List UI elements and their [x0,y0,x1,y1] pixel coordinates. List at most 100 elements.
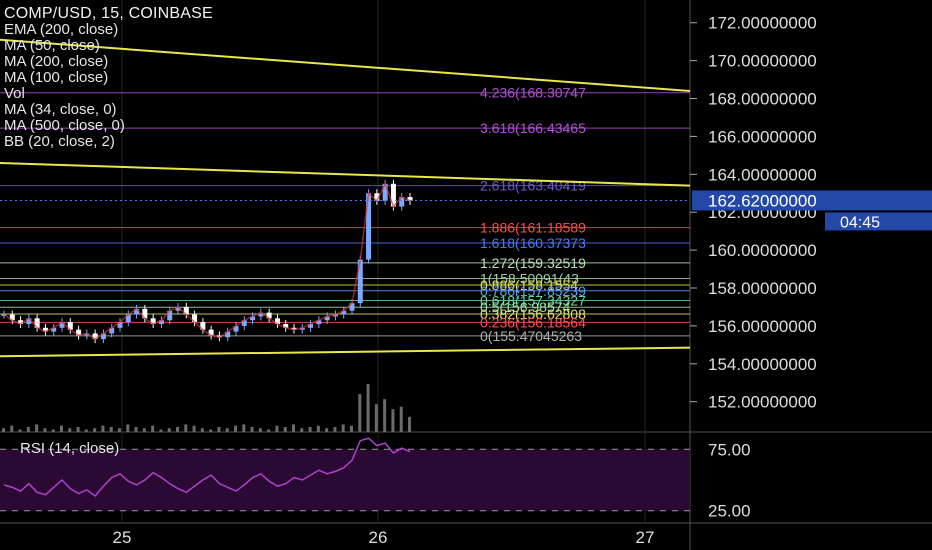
indicator-ma500[interactable]: MA (500, close, 0) [4,117,125,134]
y-tick-label: 170.00000000 [708,52,817,71]
y-tick-label: 160.00000000 [708,241,817,260]
volume-bar [26,426,30,432]
indicator-ma200[interactable]: MA (200, close) [4,53,109,70]
volume-bar [333,426,337,432]
candle-body [117,322,123,328]
volume-bar [151,425,155,432]
volume-bar [84,429,88,432]
time-axis: 25 26 27 [113,528,655,547]
candle-body [208,329,214,336]
volume-bar [51,429,55,432]
candle-body [374,193,380,201]
candle-body [250,316,256,321]
y-tick-label: 152.00000000 [708,393,817,412]
fib-label: 0.382(156.62808 [480,306,586,322]
fib-label: 1(158.50091(43 [480,271,579,287]
y-tick-label: 168.00000000 [708,90,817,109]
rsi-legend[interactable]: RSI (14, close) [20,440,120,457]
indicator-ma50[interactable]: MA (50, close) [4,37,100,54]
candle-body [233,325,239,332]
candle-body [241,320,247,326]
volume-bar [408,416,411,432]
candle-body [332,314,338,317]
volume-bar [167,428,171,432]
volume-bar [391,409,395,432]
indicator-ma100[interactable]: MA (100, close) [4,69,109,86]
candle-body [142,308,148,319]
candle-body [84,333,90,336]
candle-body [357,259,363,304]
volume-bar [126,424,130,432]
candle-body [125,314,131,323]
symbol-title: COMP/USD, 15, COINBASE [4,5,213,22]
volume-bar [60,425,63,432]
candle-body [183,306,189,315]
candle-body [407,197,413,201]
fib-label: 0.886(158.1554 [480,277,578,293]
candle-body [324,316,330,321]
volume-bar [258,428,262,432]
volume-bar [358,394,362,432]
indicator-ma34[interactable]: MA (34, close, 0) [4,101,117,118]
candle-body [18,320,24,324]
candle-body [51,327,57,332]
countdown-label: 04:45 [840,214,880,231]
volume-bar [142,428,146,432]
countdown-tag [825,212,932,231]
candle-body [134,308,140,315]
trendline-lower [0,346,691,358]
volume-bar [184,424,188,432]
trendlines [0,38,691,358]
volume-bar [118,428,121,432]
indicator-bb[interactable]: BB (20, close, 2) [4,133,115,150]
candle-body [92,333,98,340]
volume-bar [300,428,304,432]
candle-body [192,314,198,323]
price-axis: 172.00000000 170.00000000 168.00000000 166.… [0,14,932,412]
volume-bar [308,426,312,432]
candle-body [216,335,222,338]
volume-bar [275,425,279,432]
candle-body [274,318,280,324]
rsi-line [3,437,411,497]
candle-body [266,312,272,319]
candle-body [382,183,388,201]
volume-bar [350,425,353,432]
rsi-pane: 75.00 25.00 [0,437,751,521]
indicator-vol[interactable]: Vol [4,85,25,102]
y-tick-label: 154.00000000 [708,355,817,374]
volume-bar [109,426,113,432]
volume-bar [374,404,378,432]
fib-label: 3.618(166.43465 [480,120,586,136]
candle-body [258,312,264,317]
fib-label: 1.886(161.18589 [480,220,586,236]
fib-label: 4.236(168.30747 [480,85,586,101]
indicator-ema200[interactable]: EMA (200, close) [4,21,119,38]
candle-body [299,327,305,330]
candle-body [341,310,347,315]
volume-bar [18,429,22,432]
fib-label: 0.618(157.34327 [480,292,586,308]
volume-bar [2,428,5,432]
volume-bar [10,425,14,432]
candle-body [158,320,164,324]
candle-body [109,327,115,334]
trendline-middle [0,161,691,187]
rsi-band [0,449,690,511]
indicator-legend: COMP/USD, 15, COINBASE EMA (200, close) … [4,6,213,150]
volume-bar [217,426,221,432]
volume-bar [43,428,47,432]
volume-bar [68,428,72,432]
volume-bar [200,428,204,432]
y-tick-label: 172.00000000 [708,14,817,33]
current-price-tag [692,190,932,211]
candle-body [175,306,181,311]
candle-body [225,331,231,338]
y-tick-label: 166.00000000 [708,127,817,146]
candle-body [9,314,15,321]
volume-bar [366,384,370,432]
fib-label: 0.786(157.85239 [480,283,586,299]
rsi-tick-75: 75.00 [708,440,751,459]
